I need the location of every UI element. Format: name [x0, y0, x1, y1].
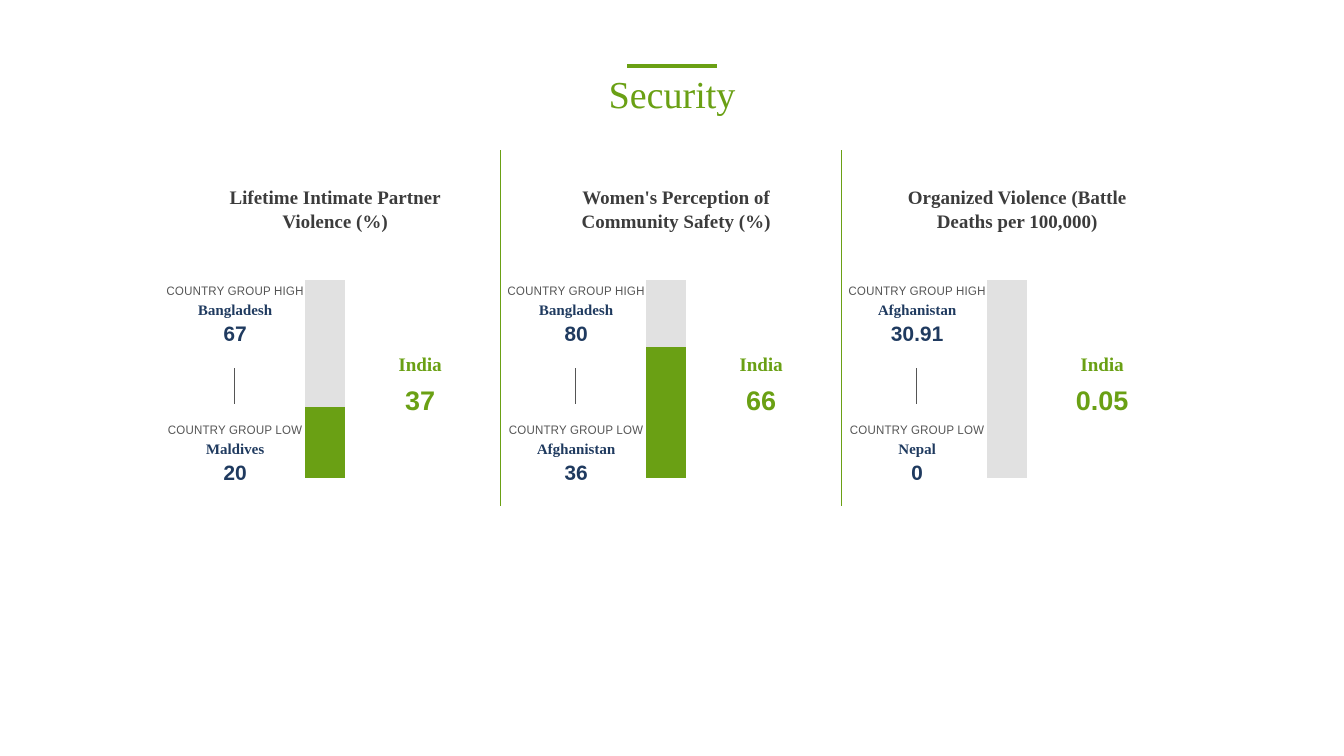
level-bar-track: [305, 280, 345, 478]
panel-title: Women's Perception of Community Safety (…: [506, 187, 846, 235]
group-high-country: Bangladesh: [197, 303, 273, 319]
panel-title: Organized Violence (Battle Deaths per 10…: [847, 187, 1187, 235]
country-group-high: COUNTRY GROUP HIGH Bangladesh 67: [165, 285, 305, 348]
group-low-label: COUNTRY GROUP LOW: [167, 425, 303, 437]
panel-title-line: Lifetime Intimate Partner: [229, 188, 441, 209]
country-group-high: COUNTRY GROUP HIGH Afghanistan 30.91: [847, 285, 987, 348]
panel-divider: [841, 150, 842, 506]
group-high-value: 80: [564, 323, 588, 346]
group-low-value: 20: [223, 462, 247, 485]
india-value: 0.05: [1075, 386, 1129, 416]
india-score: India 0.05: [1052, 354, 1152, 417]
group-high-country: Afghanistan: [877, 303, 957, 319]
country-group-low: COUNTRY GROUP LOW Nepal 0: [847, 424, 987, 487]
panel-title-line: Community Safety (%): [581, 212, 771, 233]
level-bar-fill: [305, 406, 345, 478]
panel-divider: [500, 150, 501, 506]
indicator-panel-community-safety: Women's Perception of Community Safety (…: [506, 150, 846, 510]
india-score: India 37: [370, 354, 470, 417]
panel-title-line: Violence (%): [282, 212, 388, 233]
country-group-high: COUNTRY GROUP HIGH Bangladesh 80: [506, 285, 646, 348]
panel-title-line: Organized Violence (Battle: [907, 188, 1127, 209]
group-low-label: COUNTRY GROUP LOW: [508, 425, 644, 437]
india-label: India: [739, 355, 783, 376]
range-connector: [916, 368, 917, 404]
group-low-country: Maldives: [205, 442, 265, 458]
level-bar-fill: [646, 347, 686, 478]
range-connector: [234, 368, 235, 404]
group-low-value: 36: [564, 462, 588, 485]
indicator-panel-intimate-partner-violence: Lifetime Intimate Partner Violence (%) C…: [165, 150, 505, 510]
panel-title: Lifetime Intimate Partner Violence (%): [165, 187, 505, 235]
range-connector: [575, 368, 576, 404]
group-low-label: COUNTRY GROUP LOW: [849, 425, 985, 437]
group-high-country: Bangladesh: [538, 303, 614, 319]
group-high-label: COUNTRY GROUP HIGH: [507, 286, 645, 298]
group-low-country: Afghanistan: [536, 442, 616, 458]
india-value: 66: [745, 386, 777, 416]
group-low-value: 0: [911, 462, 923, 485]
group-high-value: 67: [223, 323, 247, 346]
level-bar-track: [987, 280, 1027, 478]
level-bar-track: [646, 280, 686, 478]
group-high-value: 30.91: [890, 323, 944, 346]
country-group-low: COUNTRY GROUP LOW Afghanistan 36: [506, 424, 646, 487]
section-title: Security: [608, 75, 736, 117]
group-high-label: COUNTRY GROUP HIGH: [848, 286, 986, 298]
country-group-low: COUNTRY GROUP LOW Maldives 20: [165, 424, 305, 487]
group-low-country: Nepal: [898, 442, 936, 458]
title-accent-bar: [627, 64, 717, 68]
panel-title-line: Deaths per 100,000): [936, 212, 1098, 233]
india-score: India 66: [711, 354, 811, 417]
indicator-panel-organized-violence: Organized Violence (Battle Deaths per 10…: [847, 150, 1187, 510]
panel-title-line: Women's Perception of: [582, 188, 770, 209]
india-label: India: [398, 355, 442, 376]
india-value: 37: [404, 386, 436, 416]
group-high-label: COUNTRY GROUP HIGH: [166, 286, 304, 298]
india-label: India: [1080, 355, 1124, 376]
